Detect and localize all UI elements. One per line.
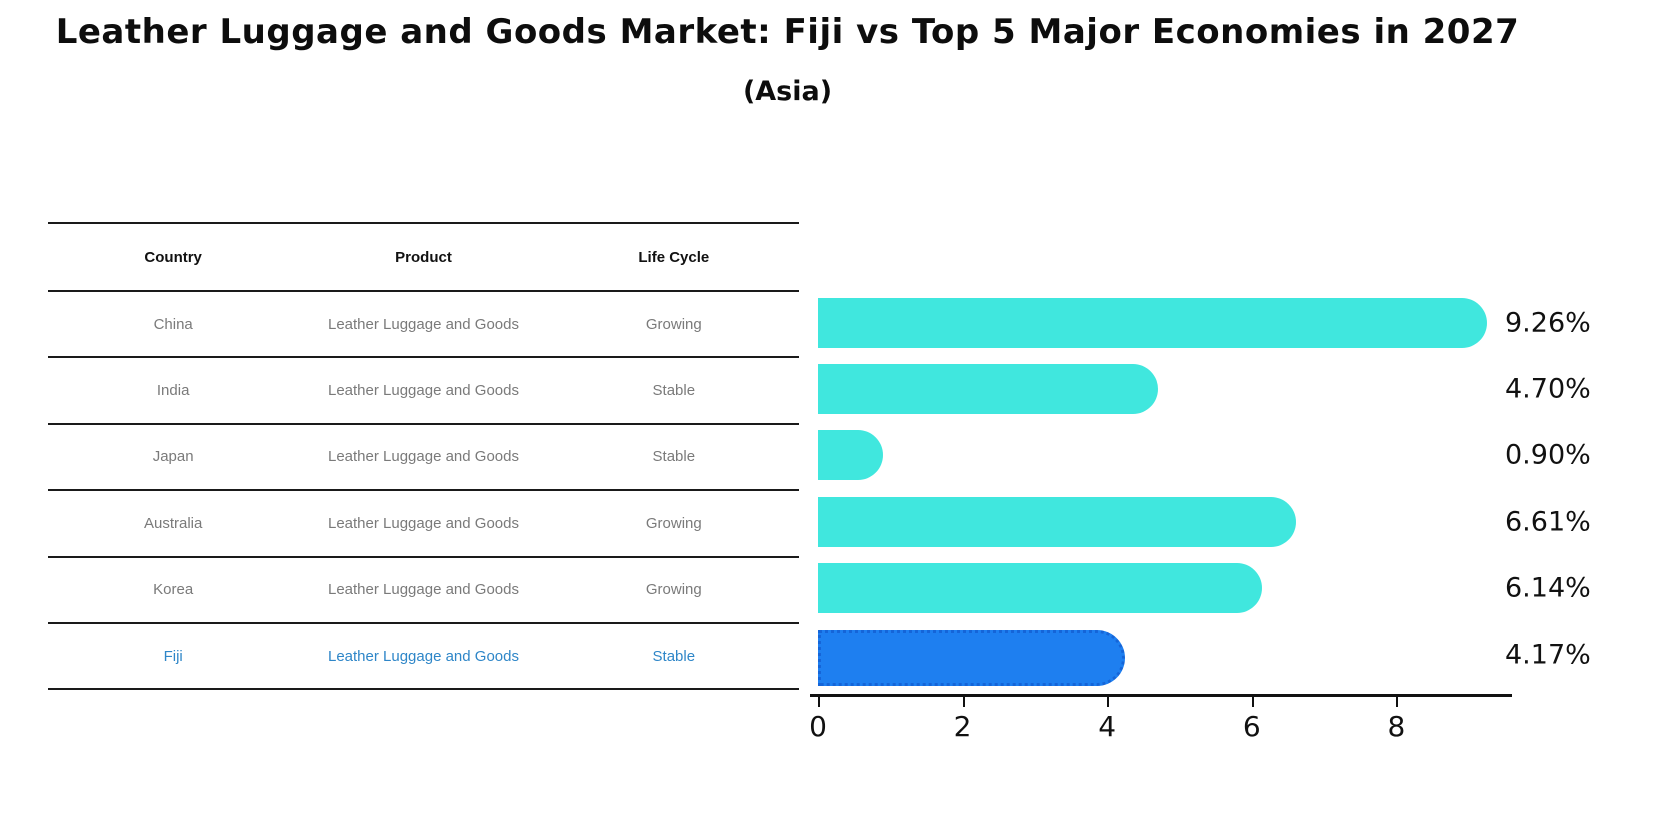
cell-product: Leather Luggage and Goods — [327, 382, 519, 400]
bar-value-label: 9.26% — [1505, 307, 1591, 338]
cell-country: Fiji — [163, 647, 183, 665]
cell-product: Leather Luggage and Goods — [327, 448, 519, 466]
table-body: China Leather Luggage and Goods Growing … — [48, 292, 799, 691]
chart-title: Leather Luggage and Goods Market: Fiji v… — [55, 12, 1520, 52]
cell-country: India — [156, 382, 190, 400]
table-row: Australia Leather Luggage and Goods Grow… — [48, 491, 799, 558]
cell-country: China — [153, 315, 193, 333]
column-header-product: Product — [395, 248, 452, 266]
x-axis-tick-label: 0 — [809, 710, 827, 743]
bar-value-label: 4.17% — [1505, 639, 1591, 670]
cell-country: Japan — [152, 448, 194, 466]
cell-product: Leather Luggage and Goods — [327, 514, 519, 532]
bar-korea — [818, 563, 1262, 614]
bar-highlight-fiji — [818, 629, 1126, 686]
cell-life-cycle: Stable — [652, 647, 696, 665]
bar-india — [818, 363, 1158, 414]
bar-value-label: 4.70% — [1505, 373, 1591, 405]
bar-value-label: 6.14% — [1505, 572, 1591, 604]
cell-life-cycle: Growing — [645, 315, 702, 333]
cell-life-cycle: Growing — [645, 514, 702, 532]
table-row: China Leather Luggage and Goods Growing — [48, 292, 799, 359]
table-row: Fiji Leather Luggage and Goods Stable — [48, 624, 799, 691]
column-header-country: Country — [144, 248, 202, 266]
bar-australia — [818, 496, 1296, 547]
chart-subtitle: (Asia) — [742, 76, 833, 107]
table-row: Korea Leather Luggage and Goods Growing — [48, 558, 799, 624]
bar-japan — [818, 430, 884, 481]
x-axis-tick — [1251, 694, 1254, 707]
table-header-row: Country Product Life Cycle — [48, 224, 799, 292]
cell-life-cycle: Stable — [652, 382, 696, 400]
x-axis-tick — [818, 694, 820, 707]
x-axis-tick-label: 8 — [1387, 710, 1406, 743]
cell-product: Leather Luggage and Goods — [327, 315, 519, 333]
bar-china — [818, 297, 1488, 348]
x-axis-tick — [1107, 694, 1110, 707]
x-axis-tick — [962, 694, 965, 707]
bar-value-label: 6.61% — [1505, 506, 1591, 538]
cell-country: Australia — [143, 514, 203, 532]
x-axis-tick-label: 6 — [1242, 710, 1261, 743]
cell-life-cycle: Stable — [652, 448, 696, 466]
table-row: Japan Leather Luggage and Goods Stable — [48, 425, 799, 492]
cell-product: Leather Luggage and Goods — [327, 581, 519, 599]
x-axis-tick — [1396, 694, 1399, 707]
cell-country: Korea — [153, 581, 194, 599]
x-axis-line — [810, 694, 1512, 697]
country-table: Country Product Life Cycle China Leather… — [48, 222, 799, 691]
column-header-life-cycle: Life Cycle — [638, 248, 710, 266]
table-row: India Leather Luggage and Goods Stable — [48, 358, 799, 425]
x-axis-tick-label: 4 — [1098, 710, 1117, 743]
x-axis-tick-label: 2 — [953, 710, 972, 743]
cell-product: Leather Luggage and Goods — [327, 647, 519, 665]
bar-value-label: 0.90% — [1505, 439, 1591, 471]
cell-life-cycle: Growing — [645, 581, 702, 599]
